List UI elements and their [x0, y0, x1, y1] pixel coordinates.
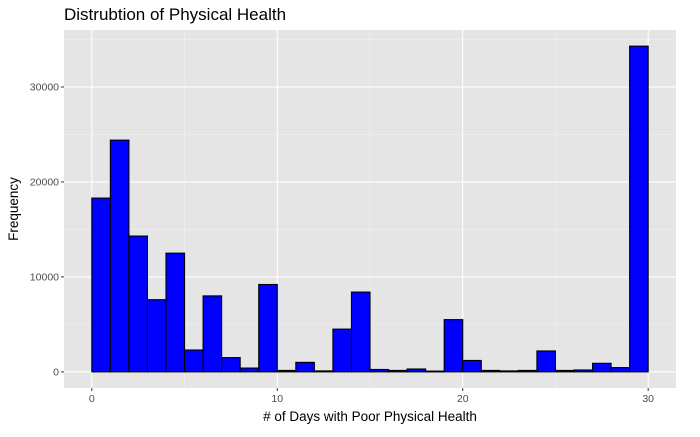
histogram-bar	[183, 349, 204, 373]
histogram-bar	[425, 370, 445, 373]
chart-title: Distrubtion of Physical Health	[64, 5, 286, 24]
histogram-bar	[276, 369, 297, 373]
y-tick-label: 0	[53, 366, 59, 378]
y-tick-label: 20000	[30, 176, 59, 188]
histogram-bar	[536, 350, 557, 373]
x-tick-label: 30	[642, 393, 654, 405]
histogram-bar	[221, 357, 241, 373]
histogram-bars	[91, 45, 649, 373]
histogram-bar	[239, 367, 260, 373]
y-axis: 0 10000 20000 30000	[30, 81, 64, 378]
histogram-bar	[91, 197, 111, 373]
histogram-bar	[480, 369, 501, 373]
histogram-bar	[109, 139, 130, 373]
histogram-bar	[146, 299, 167, 373]
x-axis: 0 10 20 30	[89, 388, 654, 405]
histogram-bar	[573, 369, 594, 373]
histogram-bar	[629, 45, 649, 373]
histogram-bar	[591, 362, 612, 373]
histogram-bar	[165, 252, 186, 373]
histogram-bar	[443, 319, 464, 373]
histogram-bar	[554, 369, 575, 373]
histogram-bar	[517, 369, 538, 373]
histogram-bar	[499, 370, 519, 373]
histogram-bar	[258, 283, 278, 373]
histogram-bar	[313, 370, 334, 373]
y-axis-title: Frequency	[6, 177, 21, 241]
histogram-bar	[332, 328, 353, 373]
y-tick-label: 10000	[30, 271, 59, 283]
x-tick-label: 10	[271, 393, 283, 405]
histogram-bar	[610, 367, 631, 373]
histogram-bar	[406, 368, 427, 373]
x-tick-label: 0	[89, 393, 95, 405]
histogram-bar	[369, 368, 390, 373]
histogram-bar	[202, 295, 223, 373]
histogram-bar	[350, 291, 371, 373]
y-tick-label: 30000	[30, 81, 59, 93]
histogram-bar	[387, 369, 408, 373]
x-axis-title: # of Days with Poor Physical Health	[263, 409, 477, 424]
histogram-bar	[462, 359, 482, 373]
x-tick-label: 20	[457, 393, 469, 405]
histogram-bar	[128, 235, 149, 373]
histogram-bar	[295, 361, 315, 373]
